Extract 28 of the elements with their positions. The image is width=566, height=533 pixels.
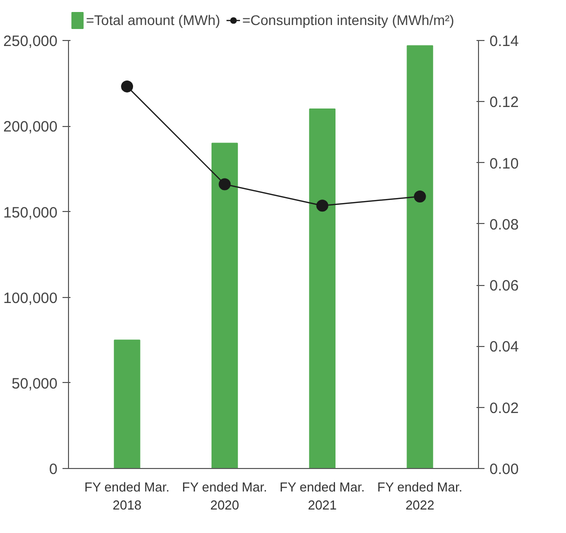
- bar: [309, 108, 336, 468]
- y2-tick-label: 0.14: [490, 33, 519, 50]
- point: [414, 190, 426, 202]
- x-tick-label: FY ended Mar. 2018: [84, 480, 170, 512]
- x-tick-label: FY ended Mar. 2020: [182, 480, 268, 512]
- legend-label: =Total amount (MWh): [86, 12, 220, 28]
- bar: [406, 45, 434, 468]
- y-tick-label: 200,000: [3, 118, 58, 136]
- y2-tick-label: 0.08: [490, 216, 519, 234]
- y2-tick-label: 0.12: [490, 94, 519, 112]
- point: [316, 200, 328, 212]
- y2-tick-label: 0.02: [490, 400, 519, 417]
- x-tick-label: FY ended Mar. 2022: [377, 480, 462, 512]
- y2-tick-label: 0.00: [490, 461, 519, 478]
- y2-tick-label: 0.06: [490, 278, 519, 295]
- bar: [114, 340, 140, 468]
- y-tick-label: 100,000: [3, 290, 58, 307]
- y-tick-label: 250,000: [3, 33, 58, 50]
- y-tick-label: 0: [49, 461, 58, 478]
- point: [121, 80, 134, 92]
- y2-tick-label: 0.10: [490, 155, 519, 172]
- y-tick-label: 50,000: [12, 375, 58, 392]
- legend-label: =Consumption intensity (MWh/m²): [242, 12, 454, 28]
- x-tick-label: FY ended Mar. 2021: [280, 480, 365, 512]
- point: [218, 178, 231, 190]
- y-tick-label: 150,000: [3, 204, 58, 222]
- y2-tick-label: 0.04: [490, 338, 519, 356]
- bar: [212, 142, 238, 468]
